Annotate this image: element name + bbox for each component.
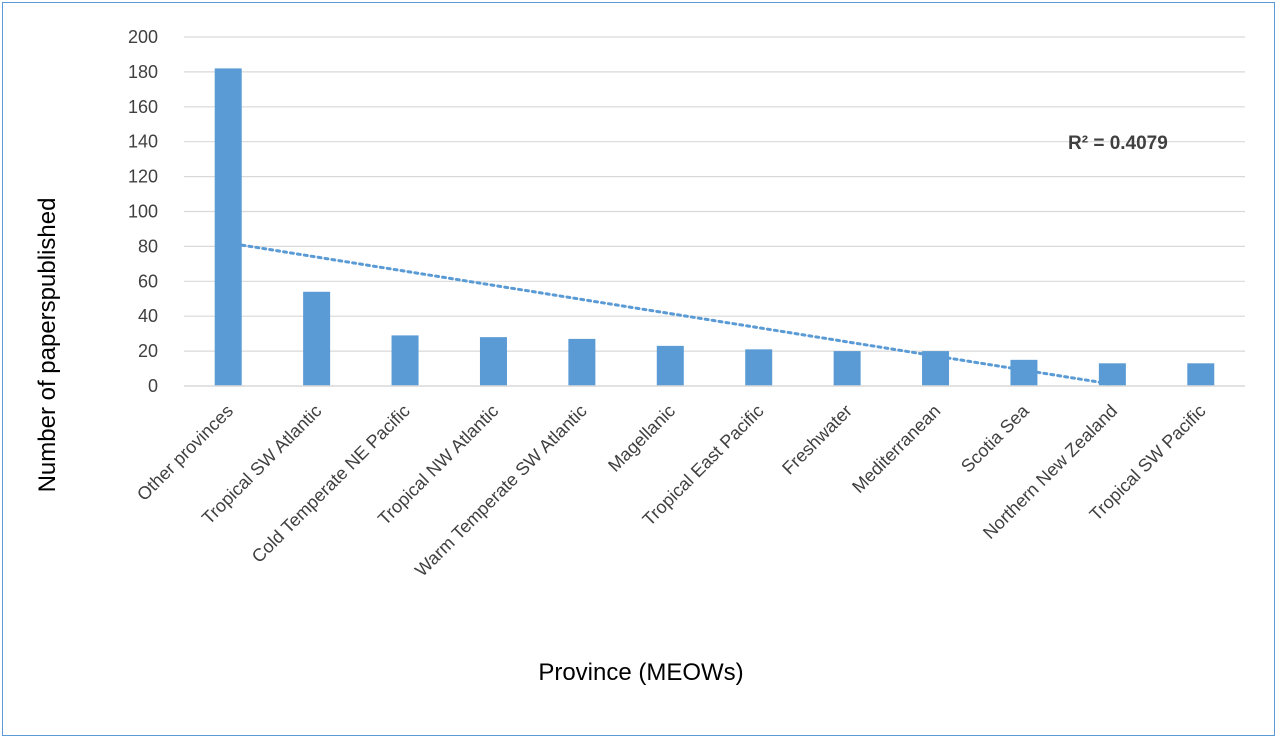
category-label: Warm Temperate SW Atlantic (411, 401, 591, 581)
trendline-r-squared-label: R² = 0.4079 (1068, 133, 1168, 154)
trendline (226, 241, 1114, 386)
bar (303, 291, 331, 386)
y-tick-label: 40 (138, 306, 158, 326)
category-label: Mediterranean (848, 401, 944, 497)
bar (1187, 363, 1215, 386)
bar (479, 337, 507, 386)
bar (833, 351, 861, 386)
y-tick-label: 140 (128, 132, 158, 152)
gridlines (184, 36, 1245, 352)
category-label: Other provinces (133, 401, 237, 505)
y-tick-label: 0 (148, 376, 158, 396)
category-label: Scotia Sea (957, 400, 1033, 476)
bar (1098, 363, 1126, 386)
y-tick-label: 180 (128, 62, 158, 82)
trendline-group (226, 241, 1114, 386)
category-label: Cold Temperate NE Pacific (248, 401, 414, 567)
bar (656, 345, 684, 386)
y-tick-label: 100 (128, 202, 158, 222)
bar (391, 335, 419, 386)
bar (214, 68, 242, 386)
y-tick-label: 120 (128, 167, 158, 187)
y-tick-label: 200 (128, 27, 158, 47)
y-tick-label: 60 (138, 271, 158, 291)
category-label: Magellanic (604, 401, 679, 476)
y-axis-title: Number of paperspublished (34, 198, 61, 493)
y-axis-ticks: 0 20 40 60 80 100 120 140 160 180 200 (128, 27, 158, 396)
x-axis-title: Province (MEOWs) (538, 659, 743, 686)
bar (745, 349, 773, 386)
bars (214, 68, 1215, 386)
y-tick-label: 20 (138, 341, 158, 361)
bar (568, 338, 596, 386)
y-tick-label: 80 (138, 236, 158, 256)
y-tick-label: 160 (128, 97, 158, 117)
category-label: Freshwater (778, 401, 856, 479)
